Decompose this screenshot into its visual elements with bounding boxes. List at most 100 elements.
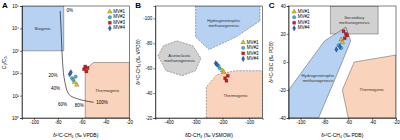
tick: -60	[346, 118, 353, 125]
axis: -40-2002040	[279, 4, 289, 121]
region-label: Thermogenic	[95, 88, 119, 93]
tick: 10⁰	[12, 116, 22, 121]
tick: 10⁵	[12, 4, 22, 9]
tick-mark	[153, 93, 155, 94]
axis: -100-80-60-40-20	[143, 7, 156, 121]
tick-mark	[287, 34, 289, 35]
plot-frame	[22, 6, 129, 118]
region	[289, 27, 351, 118]
legend-label: MV#1	[298, 9, 310, 14]
tick: -40	[279, 116, 289, 121]
marks	[22, 6, 129, 118]
tick-label: -100	[30, 120, 40, 125]
point	[343, 37, 346, 40]
tick-label: 10⁵	[12, 4, 19, 9]
tick-mark	[287, 6, 289, 7]
point	[340, 40, 345, 44]
x-axis-title: δ¹³C-CH₄ (‰ PDB)	[321, 132, 363, 138]
tick-label: 10⁴	[12, 26, 19, 31]
annotation: 60%	[58, 102, 67, 107]
point	[72, 78, 75, 81]
tick-label: 10²	[12, 71, 19, 76]
point	[75, 82, 80, 86]
axis: -400 -300 -200 -100	[156, 118, 263, 125]
series	[342, 30, 349, 40]
panel-title: C	[269, 1, 275, 10]
tick: 10¹	[12, 94, 22, 99]
annotation: 20%	[48, 73, 57, 78]
region-label: Acetoclasticmethanogenesis	[164, 53, 195, 63]
tick-label: -40	[369, 120, 376, 125]
tick-label: -40	[103, 120, 110, 125]
plot-area: -100-80-60-40-2010⁰10¹10²10³10⁴10⁵Biogen…	[12, 4, 134, 125]
marks	[158, 6, 263, 118]
legend-marker	[242, 56, 245, 62]
legend-marker	[292, 9, 297, 13]
panel: -100-80-60-40-2010⁰10¹10²10³10⁴10⁵Biogen…	[1, 1, 133, 138]
region	[342, 55, 396, 118]
x-axis-title: δ¹³C-CH₄ (‰ VPDB)	[53, 132, 99, 138]
tick-label: -100	[297, 120, 307, 125]
tick-label: -400	[165, 120, 175, 125]
tick: 0	[283, 60, 289, 65]
tick: 20	[281, 32, 289, 37]
legend: MV#1MV#2MV#3MV#4	[241, 40, 259, 62]
region	[85, 63, 129, 118]
tick-label: 10³	[12, 49, 19, 54]
tick-label: -40	[279, 116, 286, 121]
panel: -100 -80 -60 -40 -20-40 -20 0 20 40 Secondarymeth…	[268, 1, 400, 138]
chart-svg: -100 -80 -60 -40 -20 10⁰ 10¹ 10² 10³ 10⁴ 10⁵ Biogen…	[0, 0, 400, 140]
tick: 10⁴	[12, 26, 22, 31]
tick-mark	[153, 118, 155, 119]
tick-label: 40	[281, 4, 287, 9]
y-axis-title: C₁/C₂₊	[1, 55, 7, 69]
tick-label: -20	[127, 120, 134, 125]
point	[215, 62, 218, 68]
legend-marker	[108, 9, 113, 13]
tick-mark	[287, 118, 289, 119]
tick: -20	[127, 118, 134, 125]
tick: -80	[146, 41, 156, 46]
tick-mark	[20, 96, 22, 97]
tick: -60	[79, 118, 86, 125]
series	[224, 74, 230, 82]
legend-marker	[241, 40, 246, 44]
tick-label: 10¹	[12, 94, 19, 99]
x-axis-title: δD-CH₄ (‰ VSMOW)	[185, 132, 233, 138]
point	[86, 67, 89, 70]
tick: -80	[322, 118, 329, 125]
plot-area: -100 -80 -60 -40 -20-40 -20 0 20 40 Secondarymeth…	[279, 4, 400, 125]
legend-marker	[241, 46, 244, 49]
plot-frame	[155, 6, 262, 118]
tick-mark	[287, 90, 289, 91]
tick-mark	[153, 43, 155, 44]
tick: -40	[369, 118, 376, 125]
legend-marker	[108, 25, 111, 31]
region-label: Secondarymethanogenesis	[339, 15, 370, 25]
series	[335, 44, 342, 52]
curve	[60, 11, 93, 102]
region	[330, 6, 378, 34]
tick: -20	[393, 118, 400, 125]
axis-line	[20, 7, 23, 119]
tick: 40	[281, 4, 289, 9]
tick-mark	[287, 62, 289, 63]
tick-label: -100	[245, 120, 255, 125]
legend-label: MV#4	[298, 25, 310, 30]
legend-label: MV#3	[247, 51, 259, 56]
legend-label: MV#4	[247, 56, 259, 61]
axis: -100-80-60-40-20	[23, 118, 134, 125]
tick-mark	[20, 28, 22, 29]
annotation: 40%	[51, 86, 60, 91]
tick: -200	[218, 118, 228, 125]
tick-label: -300	[192, 120, 202, 125]
region-label: Biogenic	[35, 26, 51, 31]
tick-label: 0	[283, 60, 286, 65]
point	[218, 67, 221, 70]
legend-label: MV#2	[247, 45, 259, 50]
axis: -100 -80 -60 -40 -20	[289, 118, 400, 125]
legend-marker	[293, 25, 296, 31]
legend-marker	[242, 52, 245, 55]
legend: MV#1MV#2MV#3MV#4	[108, 9, 126, 31]
tick-label: -200	[218, 120, 228, 125]
